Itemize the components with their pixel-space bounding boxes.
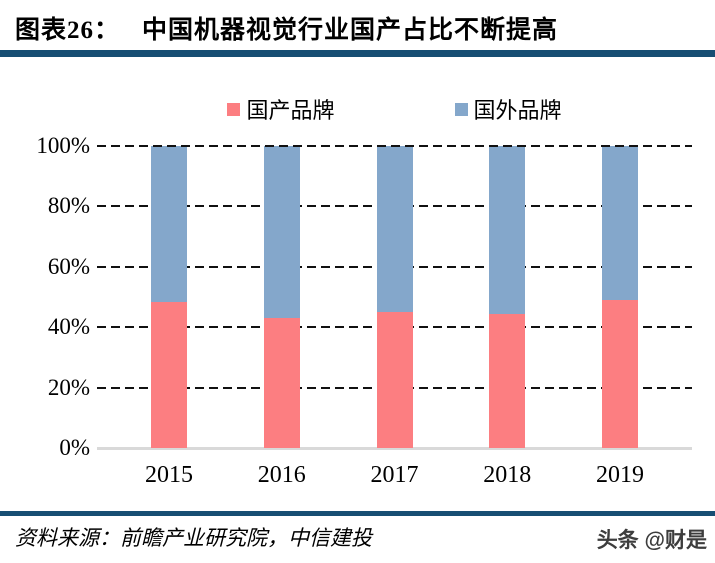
bar-column-2018	[489, 146, 526, 448]
y-axis-tick-label: 80%	[47, 193, 90, 219]
bar-column-2017	[376, 146, 413, 448]
bar-segment-foreign-2015	[151, 146, 187, 302]
x-axis-tick-label: 2018	[483, 462, 532, 488]
x-axis-tick-label: 2019	[596, 462, 644, 488]
figure-header: 图表26： 中国机器视觉行业国产占比不断提高	[15, 10, 705, 46]
legend-swatch-domestic	[227, 102, 241, 116]
y-axis-tick-label: 100%	[36, 133, 90, 158]
source-text: 资料来源：前瞻产业研究院，中信建投	[15, 526, 372, 550]
bar-segment-domestic-2019	[602, 300, 638, 448]
figure-title: 中国机器视觉行业国产占比不断提高	[142, 16, 559, 44]
bar-segment-foreign-2016	[263, 146, 300, 319]
y-axis-tick-label: 0%	[59, 435, 90, 460]
legend-item-foreign: 国外品牌	[454, 93, 562, 125]
y-axis-tick-label: 20%	[47, 374, 90, 400]
chart-plot-area	[97, 145, 692, 450]
bar-segment-domestic-2015	[151, 301, 187, 448]
bar-segment-domestic-2017	[376, 312, 413, 448]
bar-column-2016	[263, 146, 300, 448]
legend-label-foreign: 国外品牌	[473, 98, 562, 123]
figure-number-label: 图表26：	[15, 17, 121, 44]
footer-divider-rule	[0, 511, 715, 516]
bar-segment-foreign-2018	[489, 146, 526, 314]
bar-column-2019	[602, 146, 638, 448]
x-axis-tick-label: 2017	[370, 462, 419, 488]
chart-legend: 国产品牌 国外品牌	[97, 93, 692, 125]
x-axis-tick-label: 2016	[257, 462, 306, 488]
legend-item-domestic: 国产品牌	[227, 93, 335, 125]
bar-segment-foreign-2017	[376, 146, 413, 313]
watermark-text: 头条 @财是	[596, 529, 707, 552]
legend-label-domestic: 国产品牌	[246, 98, 335, 123]
y-axis-tick-label: 40%	[47, 314, 90, 340]
y-axis-tick-label: 60%	[47, 253, 90, 279]
bar-segment-domestic-2018	[489, 313, 526, 448]
header-divider-rule	[0, 50, 715, 57]
x-axis-line	[97, 447, 692, 450]
gridline-100	[97, 145, 692, 147]
x-axis-tick-label: 2015	[145, 462, 193, 488]
bar-column-2015	[151, 146, 187, 448]
bar-segment-foreign-2019	[602, 146, 638, 301]
legend-swatch-foreign	[454, 102, 468, 116]
bar-segment-domestic-2016	[263, 318, 300, 448]
